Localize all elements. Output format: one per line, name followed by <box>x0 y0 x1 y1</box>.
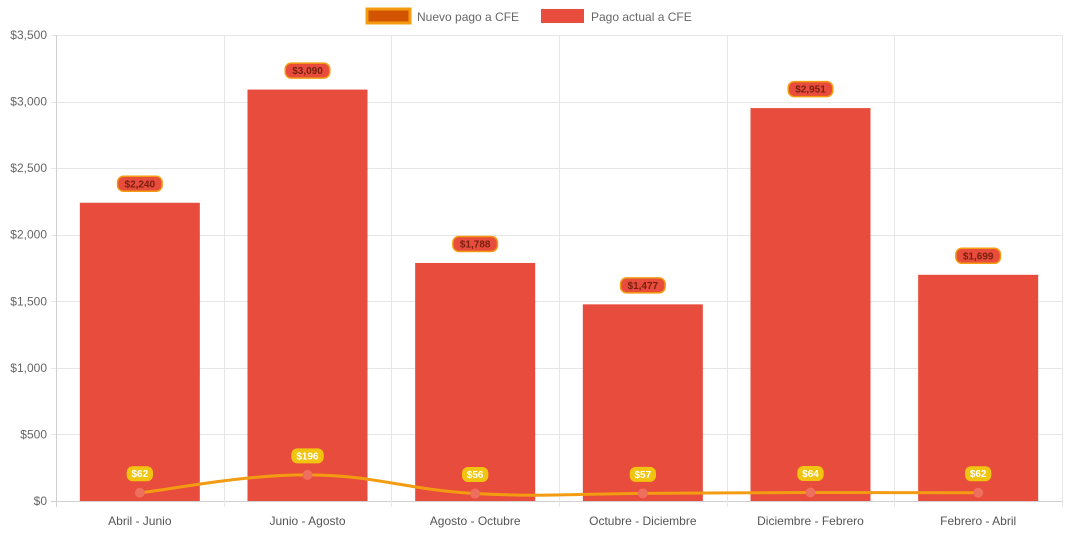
point-nuevo-pago[interactable] <box>973 487 984 498</box>
point-nuevo-pago[interactable] <box>134 487 145 498</box>
data-label-pago-actual-bg <box>619 277 666 294</box>
data-label-nuevo-pago-text: $57 <box>634 470 651 481</box>
data-label-pago-actual-text: $1,788 <box>460 239 491 250</box>
x-tick-label: Diciembre - Febrero <box>757 514 864 528</box>
x-tick-label: Abril - Junio <box>108 514 172 528</box>
y-tick-label: $3,000 <box>10 95 47 109</box>
data-label-nuevo-pago-text: $56 <box>467 470 484 481</box>
data-label-pago-actual-bg <box>452 235 499 253</box>
data-label-pago-actual: $1,788 <box>452 235 499 253</box>
y-tick-label: $3,500 <box>10 28 47 42</box>
data-label-nuevo-pago-bg <box>126 466 153 482</box>
legend-swatch-nuevo-pago <box>365 7 412 25</box>
data-label-pago-actual: $1,699 <box>955 247 1002 265</box>
data-label-pago-actual: $2,951 <box>787 80 834 98</box>
bar-pago-actual[interactable] <box>918 274 1039 501</box>
bar-pago-actual[interactable] <box>247 89 368 502</box>
line-series <box>134 469 984 499</box>
x-tick-label: Octubre - Diciembre <box>589 514 697 528</box>
data-label-pago-actual-text: $1,699 <box>963 251 994 262</box>
legend-item-nuevo-pago[interactable]: Nuevo pago a CFE <box>365 7 519 25</box>
data-label-nuevo-pago: $62 <box>126 466 153 482</box>
bars <box>79 89 1039 502</box>
legend-label-nuevo-pago: Nuevo pago a CFE <box>417 10 519 24</box>
bar-pago-actual[interactable] <box>415 262 536 501</box>
legend: Nuevo pago a CFE Pago actual a CFE <box>365 7 692 25</box>
data-label-pago-actual-bg <box>116 175 163 193</box>
data-label-nuevo-pago-bg <box>797 465 824 481</box>
data-label-pago-actual: $3,090 <box>284 62 331 79</box>
legend-label-pago-actual: Pago actual a CFE <box>591 10 692 24</box>
data-labels: $2,240 $3,090 $1,788 $1,477 $2,951 $1,699 $62 $… <box>116 62 1002 483</box>
data-label-pago-actual-text: $2,240 <box>125 179 156 190</box>
data-label-pago-actual: $1,477 <box>619 277 666 294</box>
data-label-nuevo-pago-text: $62 <box>131 469 148 480</box>
data-label-nuevo-pago-bg <box>291 448 324 464</box>
data-label-pago-actual-bg <box>787 80 834 98</box>
data-label-pago-actual-text: $1,477 <box>628 281 659 292</box>
y-tick-label: $1,000 <box>10 361 47 375</box>
data-label-pago-actual-bg <box>955 247 1002 265</box>
data-label-nuevo-pago: $196 <box>291 448 324 464</box>
data-label-nuevo-pago: $57 <box>629 466 656 482</box>
data-label-nuevo-pago: $56 <box>462 467 489 483</box>
data-label-nuevo-pago-text: $64 <box>802 469 819 480</box>
x-tick-label: Febrero - Abril <box>940 514 1016 528</box>
legend-swatch-pago-actual <box>541 9 584 23</box>
data-label-nuevo-pago-bg <box>965 466 992 482</box>
grid <box>51 35 1063 507</box>
x-tick-label: Agosto - Octubre <box>430 514 521 528</box>
bar-pago-actual[interactable] <box>750 108 871 501</box>
y-tick-label: $2,500 <box>10 161 47 175</box>
data-label-pago-actual: $2,240 <box>116 175 163 193</box>
line-nuevo-pago <box>139 473 979 497</box>
data-label-nuevo-pago: $64 <box>797 465 824 481</box>
point-nuevo-pago[interactable] <box>805 487 816 498</box>
y-axis-ticks: $0 $500 $1,000 $1,500 $2,000 $2,500 $3,000 $3,5… <box>10 28 47 508</box>
y-tick-label: $0 <box>34 494 48 508</box>
data-label-nuevo-pago-bg <box>629 466 656 482</box>
x-axis-ticks: Abril - Junio Junio - Agosto Agosto - Octu… <box>108 514 1016 528</box>
x-tick-label: Junio - Agosto <box>269 514 345 528</box>
bar-pago-actual[interactable] <box>79 202 200 501</box>
legend-item-pago-actual[interactable]: Pago actual a CFE <box>541 9 692 24</box>
data-label-nuevo-pago-text: $62 <box>970 469 987 480</box>
y-tick-label: $1,500 <box>10 294 47 308</box>
point-nuevo-pago[interactable] <box>470 488 481 499</box>
data-label-nuevo-pago-text: $196 <box>296 451 319 462</box>
data-label-pago-actual-text: $2,951 <box>795 85 826 96</box>
point-nuevo-pago[interactable] <box>302 469 313 480</box>
data-label-nuevo-pago: $62 <box>965 466 992 482</box>
y-tick-label: $2,000 <box>10 228 47 242</box>
data-label-pago-actual-bg <box>284 62 331 79</box>
data-label-nuevo-pago-bg <box>462 467 489 483</box>
data-label-pago-actual-text: $3,090 <box>292 66 323 77</box>
point-nuevo-pago[interactable] <box>637 488 648 499</box>
y-tick-label: $500 <box>20 427 47 441</box>
